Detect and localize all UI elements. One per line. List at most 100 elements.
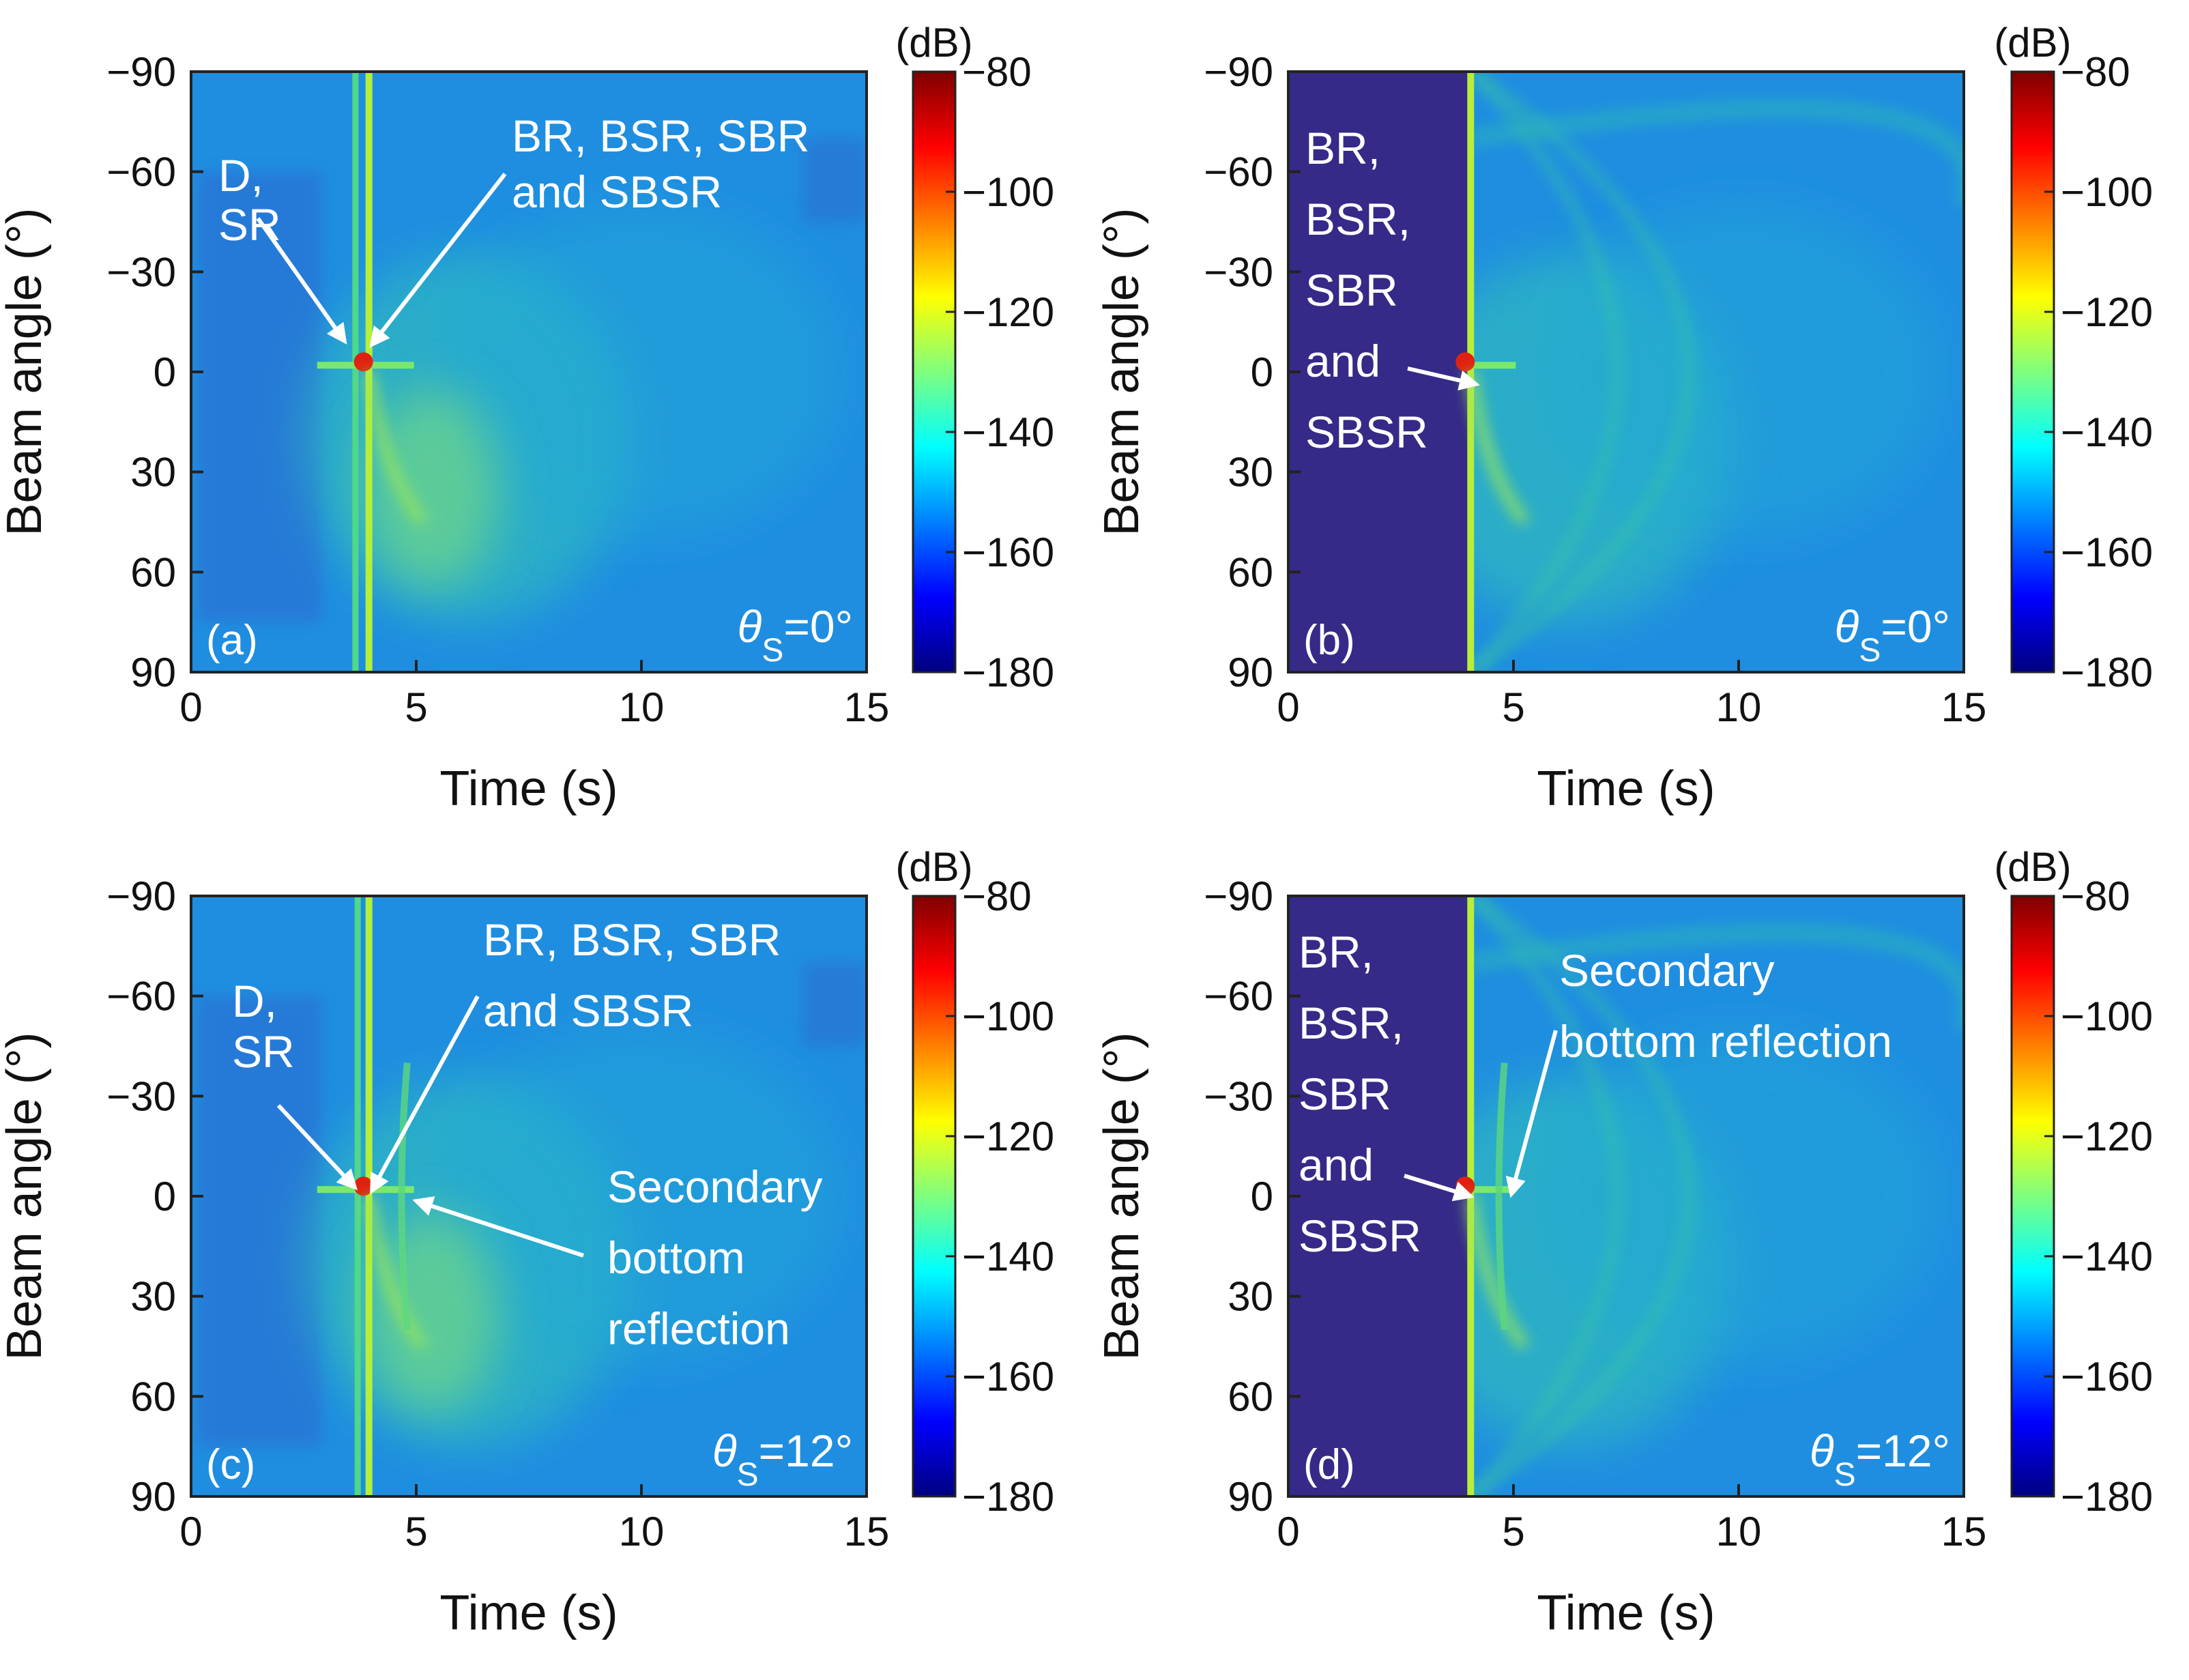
colorbar-tick-label: −160 — [962, 530, 1054, 575]
y-tick-label: 90 — [130, 1474, 176, 1520]
colorbar-tick-label: −120 — [2061, 289, 2153, 335]
y-tick-label: −30 — [106, 249, 176, 295]
x-tick-label: 0 — [179, 1509, 202, 1554]
reflection-arc — [1469, 924, 1964, 1030]
annotation-text: Secondary bottom reflection — [607, 1161, 823, 1354]
colorbar-tick-label: −80 — [962, 873, 1032, 919]
arrival-tail — [363, 1195, 428, 1350]
reflection-arc — [1467, 896, 1622, 1496]
y-axis-label: Beam angle (°) — [1094, 1032, 1149, 1360]
y-tick-label: −60 — [106, 149, 176, 195]
colorbar-gradient — [912, 895, 957, 1498]
no-signal-region — [1288, 72, 1468, 672]
colorbar-unit: (dB) — [1994, 844, 2071, 890]
x-tick-label: 15 — [844, 684, 890, 730]
y-tick-label: 30 — [1228, 1274, 1273, 1320]
x-tick-label: 0 — [1277, 684, 1299, 730]
y-axis-label: Beam angle (°) — [1094, 207, 1149, 536]
noise-band — [198, 996, 322, 1447]
reverberation-glow — [436, 1029, 842, 1363]
reverberation-glow — [364, 388, 500, 589]
y-axis-label: Beam angle (°) — [0, 1032, 52, 1360]
arrival-tail — [363, 371, 428, 526]
colorbar-tick-label: −120 — [962, 1114, 1054, 1159]
chart-panel: 0 5 10 15 −90 −60 −30 0 30 60 90 Time (s) Beam angle… — [1094, 20, 2153, 816]
y-tick-label: 60 — [1228, 549, 1273, 595]
colorbar-gradient — [2010, 70, 2055, 674]
y-tick-label: 30 — [1228, 450, 1273, 495]
heatmap-field — [191, 72, 867, 672]
x-tick-label: 10 — [619, 1509, 665, 1554]
y-tick-label: 0 — [1251, 1174, 1273, 1219]
heatmap-field — [191, 896, 867, 1496]
colorbar-tick-label: −160 — [2061, 1354, 2153, 1400]
peak-spot — [1455, 352, 1475, 372]
annotation-text: D, SR — [232, 976, 295, 1077]
secondary-reflection — [1495, 1062, 1508, 1330]
y-tick-label: 30 — [130, 1274, 176, 1320]
y-tick-label: 90 — [1228, 650, 1273, 695]
y-tick-label: 30 — [130, 450, 176, 495]
chart-panel: 0 5 10 15 −90 −60 −30 0 30 60 90 Time (s) Beam angle… — [0, 20, 1054, 816]
annotation-text: BR, BSR, SBR and SBSR — [1299, 927, 1421, 1261]
x-tick-label: 10 — [1716, 684, 1762, 730]
colorbar-unit: (dB) — [1994, 20, 2071, 66]
annotation-arrow — [1407, 366, 1480, 391]
annotation-arrow — [1404, 1174, 1475, 1202]
x-tick-label: 5 — [1502, 1509, 1524, 1554]
colorbar-tick-label: −100 — [962, 994, 1054, 1039]
panel-label: (c) — [206, 1441, 255, 1488]
colorbar-tick-label: −160 — [2061, 530, 2153, 575]
y-tick-label: −90 — [106, 873, 176, 919]
chart-panel: 0 5 10 15 −90 −60 −30 0 30 60 90 Time (s) Beam angle… — [0, 844, 1054, 1640]
colorbar-tick-label: −80 — [2061, 873, 2130, 919]
colorbar-tick-label: −140 — [2061, 409, 2153, 455]
colorbar-tick-label: −100 — [962, 169, 1054, 215]
colorbar-gradient — [912, 70, 957, 674]
x-tick-label: 5 — [1502, 684, 1524, 730]
colorbar: −80 −100 −120 −140 −160 −180 (dB) — [1994, 20, 2153, 695]
colorbar: −80 −100 −120 −140 −160 −180 (dB) — [895, 844, 1054, 1520]
colorbar-tick-label: −80 — [2061, 49, 2130, 95]
reflection-arc — [1468, 896, 1694, 1496]
annotation-arrow — [1505, 1030, 1558, 1198]
no-signal-region — [1288, 896, 1468, 1496]
colorbar-tick-label: −160 — [962, 1354, 1054, 1400]
colorbar-tick-label: −100 — [2061, 169, 2153, 215]
x-axis-label: Time (s) — [1537, 1586, 1715, 1640]
reverberation-glow — [1538, 205, 1944, 539]
colorbar-tick-label: −140 — [2061, 1234, 2153, 1279]
annotation-text: D, SR — [218, 150, 281, 250]
heatmap-field — [1288, 72, 1964, 672]
annotation-arrow — [276, 1103, 358, 1191]
y-tick-label: 0 — [1251, 349, 1273, 395]
y-tick-label: 90 — [130, 650, 176, 695]
source-angle-label: θS=12° — [1810, 1425, 1950, 1493]
arrival-tail — [1465, 1195, 1529, 1350]
peak-spot — [353, 352, 373, 372]
colorbar-gradient — [2010, 895, 2055, 1498]
y-axis-label: Beam angle (°) — [0, 207, 52, 536]
colorbar-tick-label: −120 — [2061, 1114, 2153, 1159]
y-tick-label: −60 — [106, 974, 176, 1019]
y-tick-label: −60 — [1204, 974, 1273, 1019]
x-tick-label: 15 — [1941, 684, 1987, 730]
noise-band — [198, 171, 322, 622]
heatmap-field — [1288, 896, 1964, 1496]
annotation-arrow — [369, 173, 507, 348]
annotation-arrow — [412, 1196, 584, 1258]
x-axis-label: Time (s) — [439, 1586, 618, 1640]
y-tick-label: −30 — [1204, 1073, 1273, 1119]
y-tick-label: −30 — [106, 1073, 176, 1119]
annotation-text: BR, BSR, SBR and SBSR — [1305, 123, 1428, 457]
y-tick-label: −90 — [1204, 49, 1273, 95]
x-tick-label: 5 — [405, 1509, 427, 1554]
y-tick-label: −60 — [1204, 149, 1273, 195]
source-angle-label: θS=0° — [738, 601, 853, 669]
colorbar-tick-label: −180 — [2061, 650, 2153, 695]
panel-label: (d) — [1303, 1441, 1355, 1488]
y-tick-label: 90 — [1228, 1474, 1273, 1520]
colorbar-tick-label: −180 — [962, 650, 1054, 695]
source-angle-label: θS=0° — [1835, 601, 1950, 669]
